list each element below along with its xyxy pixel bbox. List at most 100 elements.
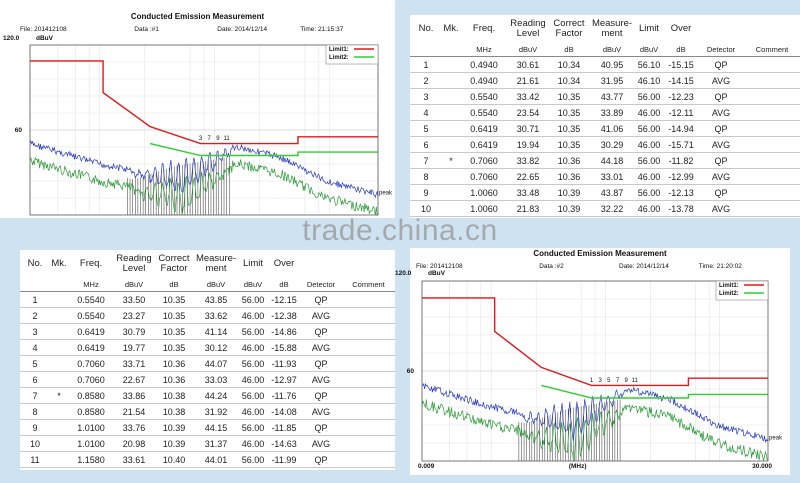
cell-comment	[342, 419, 395, 436]
cell: 10.34	[548, 72, 590, 89]
legend-label: Limit1:	[329, 47, 349, 53]
data-row: 12 1.158021.6810.4032.0846.00-13.92AVG	[20, 467, 395, 470]
avg-trace	[29, 156, 379, 216]
header-cell: No.	[410, 15, 442, 43]
cell: 56.00	[238, 323, 268, 340]
cell: 46.00	[634, 136, 664, 153]
limit1-line	[30, 60, 378, 145]
date-label: Date: 2014/12/14	[217, 26, 267, 33]
cell-comment	[744, 200, 800, 217]
cell-no: 7	[20, 387, 50, 404]
cell: 56.00	[238, 451, 268, 468]
cell: 0.7060	[460, 152, 508, 169]
cell-mk	[50, 371, 68, 388]
cell: 1.1620	[460, 216, 508, 218]
y-mid-label: 60	[407, 368, 415, 375]
cell: 10.36	[154, 371, 194, 388]
cell: 10.34	[548, 56, 590, 73]
header-cell: Mk.	[442, 15, 460, 43]
data-table: No. Mk. Freq. Reading Level Correct Factor Meas…	[410, 15, 800, 218]
header-cell	[744, 15, 800, 43]
cell-no: 6	[410, 136, 442, 153]
cell-mk	[442, 184, 460, 201]
cell-comment	[342, 291, 395, 308]
cell: 10.36	[548, 152, 590, 169]
header-text: Reading	[510, 18, 546, 29]
cell: AVG	[698, 168, 744, 185]
header-cell: Over	[664, 15, 698, 43]
cell-comment	[744, 56, 800, 73]
cell: 56.00	[634, 216, 664, 218]
cell-comment	[342, 307, 395, 324]
trace-label: peak	[769, 435, 783, 441]
cell: 0.6419	[460, 136, 508, 153]
table-bottom-left: No. Mk. Freq. Reading Level Correct Factor Meas…	[20, 250, 395, 470]
cell-comment	[342, 435, 395, 452]
cell: AVG	[300, 403, 342, 420]
cell: AVG	[698, 72, 744, 89]
header-text: Level	[122, 263, 146, 274]
cell: 56.00	[238, 387, 268, 404]
header-text: Freq.	[472, 23, 496, 34]
cell-no: 9	[410, 184, 442, 201]
trace-label: peak	[379, 191, 393, 197]
cell: 46.00	[634, 168, 664, 185]
header-text: Correct	[553, 18, 585, 29]
cell: 30.71	[508, 120, 548, 137]
cell-no: 8	[20, 403, 50, 420]
cell: AVG	[300, 307, 342, 324]
cell: 23.27	[114, 307, 154, 324]
header-row: No. Mk. Freq. Reading Level Correct Factor Meas…	[410, 15, 800, 43]
cell-mk	[50, 339, 68, 356]
data-row: 11 1.162033.3610.4043.7656.00-12.24QP	[410, 216, 800, 218]
cell: 0.8580	[68, 387, 114, 404]
cell: 56.10	[634, 56, 664, 73]
marker-label: 3	[199, 136, 203, 142]
y-unit-label: dBuV	[428, 270, 446, 277]
marker-label: 11	[632, 378, 639, 384]
cell: 44.07	[194, 355, 238, 372]
cell: 32.08	[194, 467, 238, 470]
data-row: 5 0.6419 30.71 10.35 41.06 56.00 -14.94 QP	[410, 120, 800, 137]
header-cell: Correct Factor	[548, 15, 590, 43]
data-table: No. Mk. Freq. Reading Level Correct Factor Meas…	[20, 250, 395, 470]
cell: 0.5540	[68, 307, 114, 324]
header-text: Factor	[160, 263, 188, 274]
cell-comment	[744, 136, 800, 153]
cell: 44.18	[590, 152, 634, 169]
cell: 33.62	[194, 307, 238, 324]
data-row: 6 0.7060 22.67 10.36 33.03 46.00 -12.97 AVG	[20, 371, 395, 388]
cell: 10.35	[154, 291, 194, 308]
cell-comment	[744, 184, 800, 201]
cell-no: 10	[410, 200, 442, 217]
data-row: 8 0.8580 21.54 10.38 31.92 46.00 -14.08 AVG	[20, 403, 395, 420]
data-row: 2 0.5540 23.27 10.35 33.62 46.00 -12.38 AVG	[20, 307, 395, 324]
header-cell: Mk.	[50, 250, 68, 278]
cell: 46.00	[634, 200, 664, 217]
marker-label: 9	[216, 136, 220, 142]
units-cell	[442, 43, 460, 57]
cell-comment	[342, 339, 395, 356]
cell: QP	[300, 355, 342, 372]
cell: QP	[300, 291, 342, 308]
cell: 0.5540	[68, 291, 114, 308]
cell-comment	[744, 88, 800, 105]
units-cell: MHz	[460, 43, 508, 57]
cell: 10.35	[154, 323, 194, 340]
cell: QP	[300, 323, 342, 340]
header-cell: No.	[20, 250, 50, 278]
cell-mk	[50, 355, 68, 372]
cell: 33.03	[194, 371, 238, 388]
cell: 0.7060	[460, 168, 508, 185]
cell: 46.00	[634, 104, 664, 121]
cell: QP	[300, 451, 342, 468]
cell-no: 10	[20, 435, 50, 452]
date-label: Date: 2014/12/14	[619, 263, 669, 270]
cell: 10.38	[154, 403, 194, 420]
avg-trace	[421, 399, 769, 462]
cell: -12.13	[664, 184, 698, 201]
cell: 10.38	[154, 387, 194, 404]
header-cell	[342, 250, 395, 278]
header-cell	[300, 250, 342, 278]
